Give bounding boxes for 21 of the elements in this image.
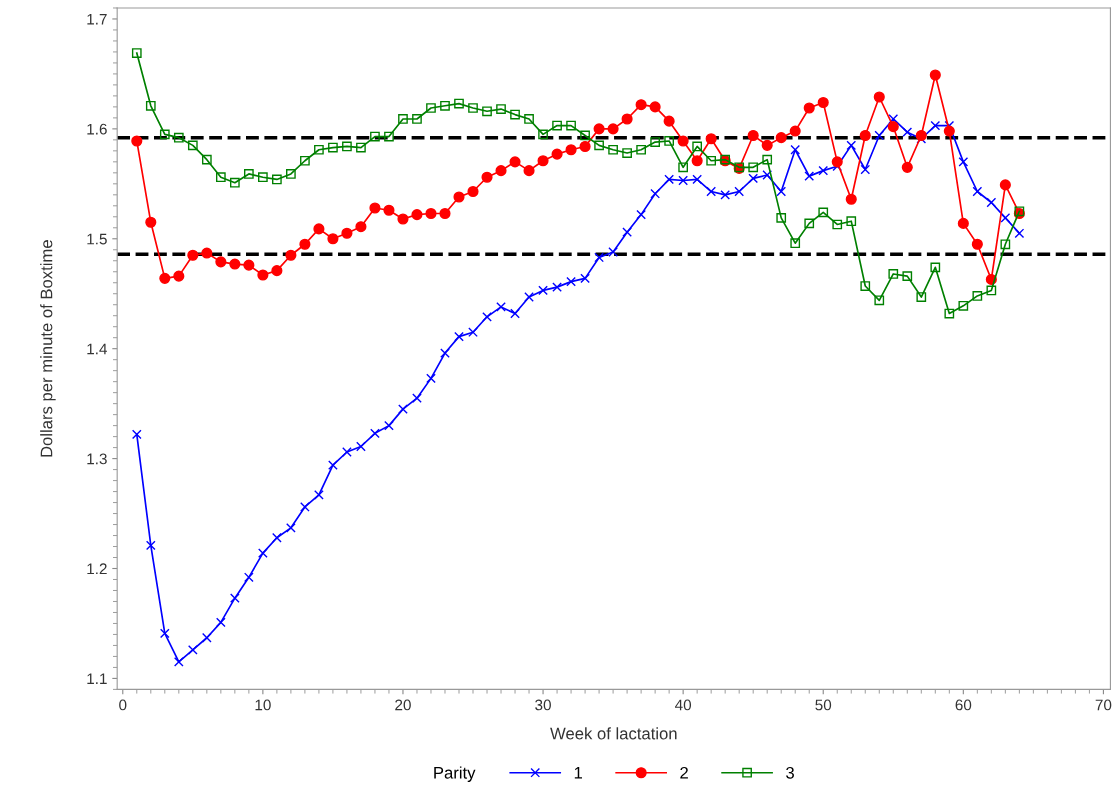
x-tick-label: 20 xyxy=(395,699,411,711)
x-axis-title: Week of lactation xyxy=(550,727,677,740)
y-tick-label: 1.5 xyxy=(87,233,107,245)
y-tick-label: 1.6 xyxy=(87,123,107,135)
x-tick-label: 30 xyxy=(535,699,551,711)
x-tick-label: 50 xyxy=(815,699,832,711)
legend-title: Parity xyxy=(434,766,476,782)
legend-label: 3 xyxy=(786,766,794,779)
x-tick-label: 10 xyxy=(255,699,271,711)
x-tick-label: 40 xyxy=(675,699,692,711)
x-tick-label: 0 xyxy=(119,699,127,711)
x-tick-label: 70 xyxy=(1095,699,1112,711)
y-tick-label: 1.7 xyxy=(87,13,107,25)
y-tick-label: 1.4 xyxy=(87,343,108,355)
y-tick-label: 1.2 xyxy=(87,563,107,575)
y-tick-label: 1.1 xyxy=(87,673,107,684)
legend-label: 1 xyxy=(574,767,583,779)
y-axis-title: Dollars per minute of Boxtime xyxy=(40,240,56,457)
y-tick-label: 1.3 xyxy=(87,453,107,465)
x-tick-label: 60 xyxy=(955,699,972,711)
legend-label: 2 xyxy=(680,766,688,779)
